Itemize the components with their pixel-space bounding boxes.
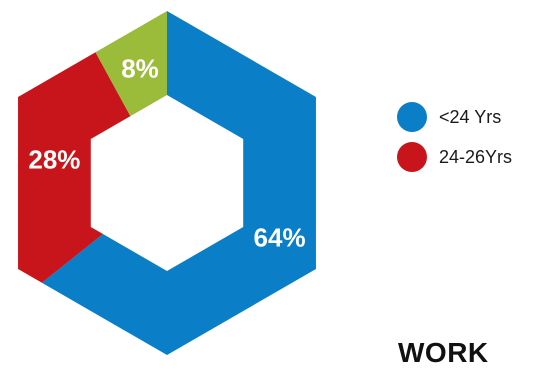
slice-value-label-0: 64% <box>254 223 306 253</box>
legend-label-1: 24-26Yrs <box>439 147 512 167</box>
chart-slice-2 <box>95 11 167 117</box>
legend-label-0: <24 Yrs <box>439 107 501 127</box>
chart-slice-1 <box>18 52 131 283</box>
slice-value-label-2: 8% <box>121 54 159 84</box>
legend-swatch-0 <box>397 102 427 132</box>
chart-slice-0 <box>41 11 316 355</box>
legend: <24 Yrs 24-26Yrs <box>397 102 512 172</box>
legend-swatch-1 <box>397 142 427 172</box>
hexagon-donut-chart: 64% 28% 8% <24 Yrs 24-26Yrs <box>18 11 512 355</box>
footer-heading: WORK <box>398 337 489 368</box>
slice-value-label-1: 28% <box>28 145 80 175</box>
